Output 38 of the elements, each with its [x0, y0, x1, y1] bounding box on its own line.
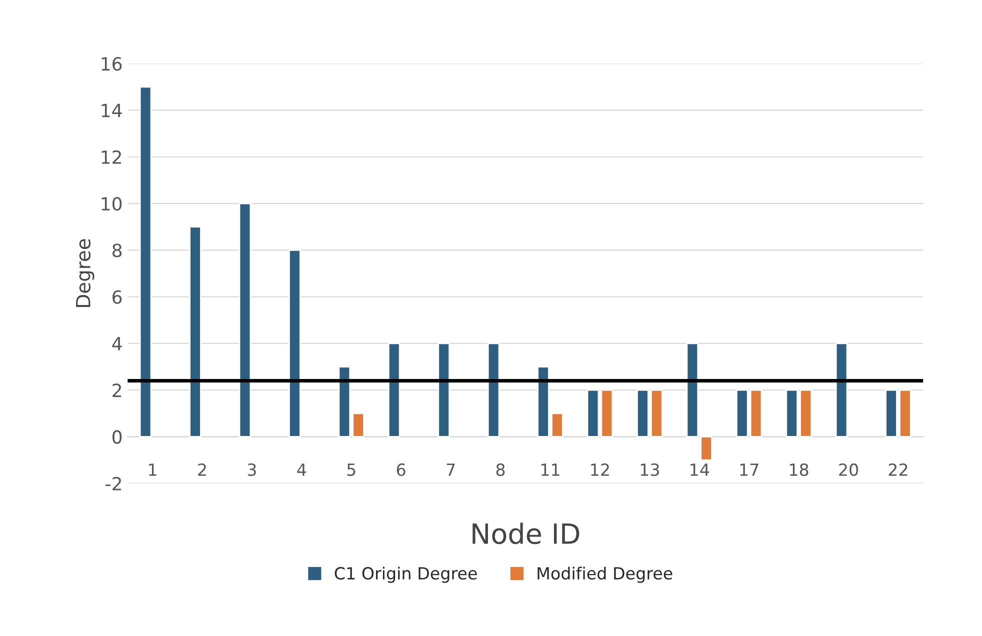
x-tick-label: 17	[740, 464, 758, 476]
x-tick-label: 13	[640, 463, 659, 476]
x-tick-label: 8	[496, 463, 505, 476]
y-tick-label: 16	[102, 57, 122, 71]
y-axis-title: Degree	[76, 239, 94, 307]
y-tick-label: 14	[102, 104, 122, 118]
x-tick-label: 22	[888, 463, 908, 476]
x-tick-label: 11	[541, 464, 560, 476]
x-tick-label: 14	[690, 464, 710, 476]
x-tick-label: 2	[198, 463, 206, 476]
x-tick-label: 6	[396, 463, 406, 476]
y-tick-label: 6	[112, 290, 122, 304]
y-tick-label: 4	[112, 337, 122, 350]
bar	[139, 86, 152, 438]
y-tick-label: 12	[102, 150, 121, 164]
y-tick-label: 2	[112, 384, 121, 397]
x-tick-label: 18	[790, 463, 808, 476]
y-tick-label: 8	[112, 244, 122, 258]
bar	[189, 226, 202, 438]
legend-label: C1 Origin Degree	[334, 566, 477, 583]
x-axis-title: Node ID	[472, 522, 580, 544]
y-tick-label: 10	[102, 196, 122, 211]
legend-label: Modified Degree	[538, 566, 672, 583]
bar	[438, 342, 450, 438]
x-tick-label: 7	[446, 464, 455, 476]
bar	[288, 249, 301, 438]
x-tick-label: 5	[347, 464, 356, 476]
bar	[487, 342, 500, 438]
bar	[835, 342, 848, 438]
bar	[388, 342, 400, 438]
x-tick-label: 3	[248, 463, 256, 476]
x-tick-label: 20	[839, 463, 858, 476]
bar	[238, 202, 252, 438]
x-tick-label: 1	[149, 464, 156, 476]
y-tick-label: 0	[112, 430, 122, 444]
x-tick-label: 4	[297, 464, 306, 476]
y-tick-label: -2	[106, 476, 121, 490]
x-tick-label: 12	[591, 463, 609, 476]
